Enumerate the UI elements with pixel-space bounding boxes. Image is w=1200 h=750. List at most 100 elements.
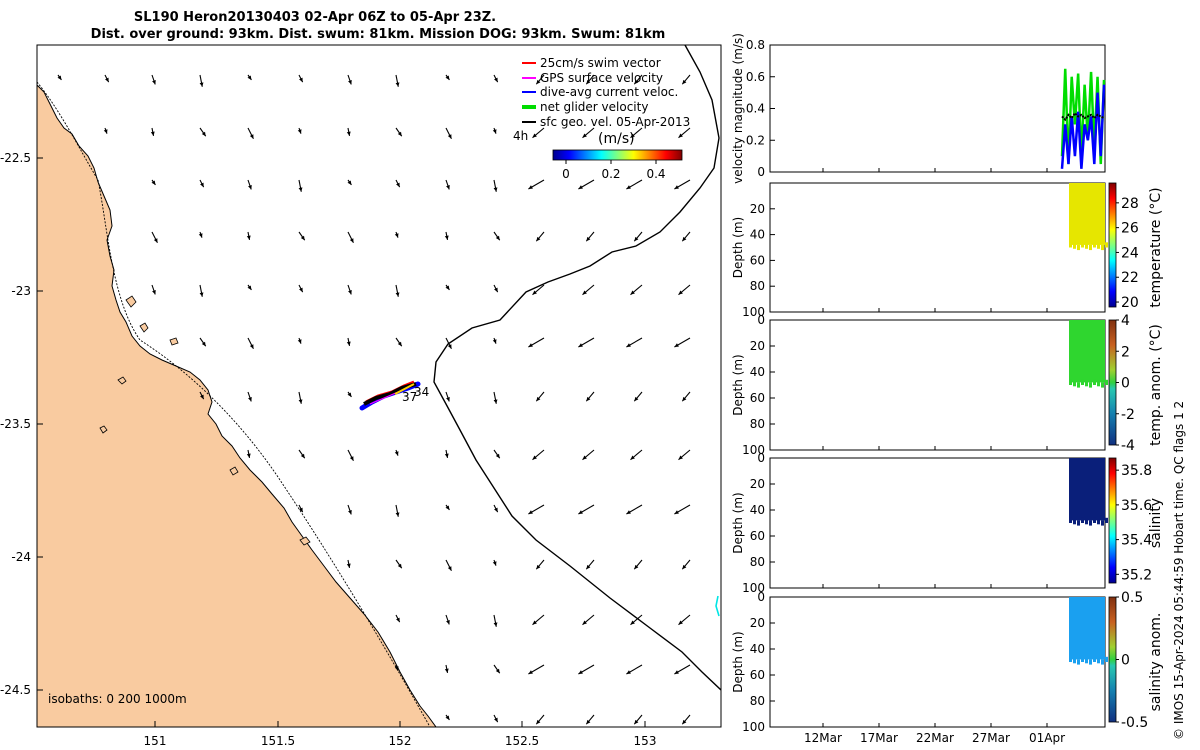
geo-vel-arrow bbox=[395, 127, 403, 137]
geo-vel-arrow bbox=[585, 714, 595, 725]
geo-vel-arrow bbox=[395, 337, 403, 347]
time-tick-label: 12Mar bbox=[804, 731, 842, 745]
geo-vel-arrow bbox=[246, 449, 251, 458]
geo-vel-arrow bbox=[532, 614, 545, 626]
geo-vel-arrow bbox=[678, 284, 691, 296]
velocity-axes bbox=[769, 44, 1106, 173]
geo-vel-arrow bbox=[445, 391, 450, 402]
track-label-37: 37 bbox=[402, 390, 417, 404]
islands bbox=[99, 295, 311, 546]
geo-vel-arrow bbox=[528, 664, 545, 675]
colorbar-tick-label: 24 bbox=[1121, 245, 1139, 261]
profile-panel-4: 0 20 40 60 80 100 Depth (m) -0.5 0 0.5 salinity an… bbox=[731, 590, 1164, 734]
geo-vel-arrow bbox=[535, 559, 545, 570]
geo-vel-arrow bbox=[493, 504, 499, 513]
profile-panel-1: 20 40 60 80 100 Depth (m) 20 22 24 26 28 temperatur… bbox=[731, 182, 1164, 319]
profile-ytick-label: 100 bbox=[742, 720, 765, 734]
profile-ylabel: Depth (m) bbox=[731, 631, 745, 692]
geo-vel-arrow bbox=[532, 284, 545, 296]
profile-ytick-label: 80 bbox=[750, 555, 765, 569]
isobath-label: isobaths: 0 200 1000m bbox=[48, 692, 187, 706]
geo-vel-arrow bbox=[528, 337, 545, 348]
profile-ytick-label: 100 bbox=[742, 443, 765, 457]
profile-axes-3 bbox=[769, 457, 1106, 589]
title-line-2: Dist. over ground: 93km. Dist. swum: 81k… bbox=[91, 27, 666, 42]
geo-vel-arrow bbox=[585, 391, 595, 402]
geo-vel-arrow bbox=[626, 337, 643, 348]
velocity-ytick-label: 0.2 bbox=[746, 133, 765, 147]
geo-vel-arrow bbox=[493, 179, 498, 192]
geo-vel-arrow bbox=[582, 614, 595, 626]
geo-vel-arrow bbox=[199, 74, 204, 87]
colorbar-tick-label: 22 bbox=[1121, 270, 1139, 286]
profile-data-4 bbox=[1069, 597, 1108, 665]
profile-ylabel: Depth (m) bbox=[731, 354, 745, 415]
geo-vel-arrow bbox=[535, 391, 545, 402]
geo-vel-arrow bbox=[445, 74, 450, 81]
geo-vel-arrow bbox=[674, 504, 691, 515]
geo-vel-arrow bbox=[445, 337, 452, 349]
geo-vel-arrow bbox=[199, 127, 207, 137]
geo-vel-arrow bbox=[298, 449, 306, 459]
colorbar-tick-label: 35.6 bbox=[1121, 498, 1152, 514]
geo-vel-arrow bbox=[247, 391, 252, 402]
credit-text: © IMOS 15-Apr-2024 05:44:59 Hobart time.… bbox=[1172, 401, 1186, 740]
map-ytick-label: -24.5 bbox=[0, 683, 31, 697]
profile-colorbar-3 bbox=[1108, 457, 1117, 584]
isobath-0 bbox=[37, 81, 431, 727]
geo-vel-arrow bbox=[298, 391, 303, 404]
profile-ylabel: Depth (m) bbox=[731, 217, 745, 278]
geo-vel-arrow bbox=[535, 231, 545, 242]
geo-vel-arrow bbox=[445, 714, 450, 721]
geo-vel-arrow bbox=[199, 391, 205, 400]
velocity-ytick-label: 0.8 bbox=[746, 38, 765, 52]
geo-vel-arrow bbox=[681, 231, 691, 242]
geo-vel-arrow bbox=[678, 614, 691, 626]
geo-vel-arrow bbox=[532, 449, 545, 461]
geo-vel-arrow bbox=[678, 449, 691, 461]
geo-vel-arrow bbox=[681, 74, 691, 85]
profile-ytick-label: 40 bbox=[750, 365, 765, 379]
colorbar-label-1: temperature (°C) bbox=[1148, 187, 1164, 307]
legend-gps: GPS surface velocity bbox=[540, 71, 663, 85]
geo-vel-arrow bbox=[492, 559, 497, 566]
profile-axes-1 bbox=[769, 182, 1106, 313]
geo-vel-arrow bbox=[198, 231, 203, 238]
geo-vel-arrow bbox=[674, 664, 691, 675]
colorbar-tick-label: 35.4 bbox=[1121, 533, 1152, 549]
profile-ytick-label: 40 bbox=[750, 503, 765, 517]
profile-ytick-label: 20 bbox=[750, 202, 765, 216]
colorbar-tick-label: 2 bbox=[1121, 344, 1130, 360]
colorbar-tick-label: 4 bbox=[1121, 313, 1130, 329]
velocity-ytick-label: 0 bbox=[757, 165, 765, 179]
geo-vel-arrow bbox=[347, 449, 354, 461]
colorbar-tick-label: 0 bbox=[1121, 376, 1130, 392]
geo-vel-arrow bbox=[298, 284, 304, 293]
colorbar-tick-label: 20 bbox=[1121, 295, 1139, 311]
profile-ytick-label: 60 bbox=[750, 529, 765, 543]
velocity-ytick-label: 0.6 bbox=[746, 70, 765, 84]
geo-vel-arrow bbox=[582, 449, 595, 461]
geo-vel-arrow bbox=[247, 74, 252, 81]
geo-vel-arrow bbox=[445, 504, 450, 511]
geo-vel-arrow bbox=[528, 504, 545, 515]
legend-geo: sfc geo. vel. 05-Apr-2013 bbox=[540, 115, 690, 129]
profile-data-1 bbox=[1069, 183, 1108, 251]
profile-ytick-label: 80 bbox=[750, 417, 765, 431]
map-xtick-label: 153 bbox=[634, 734, 657, 748]
colorbar-label-4: salinity anom. bbox=[1148, 613, 1164, 712]
colorbar-tick-label: 35.8 bbox=[1121, 463, 1152, 479]
legend-dac: dive-avg current veloc. bbox=[540, 85, 678, 99]
velocity-series-1 bbox=[1060, 84, 1106, 169]
geo-vel-arrow bbox=[585, 559, 595, 570]
glider-track: 34 37 bbox=[359, 380, 429, 411]
profile-axes-4 bbox=[769, 596, 1106, 728]
geo-vel-arrow bbox=[578, 179, 595, 190]
colorbar-label-2: temp. anom. (°C) bbox=[1148, 324, 1164, 446]
speed-colorbar bbox=[552, 149, 683, 161]
geo-vel-arrow bbox=[347, 504, 352, 515]
map-xtick-label: 151 bbox=[144, 734, 167, 748]
cyan-mark bbox=[715, 595, 720, 617]
